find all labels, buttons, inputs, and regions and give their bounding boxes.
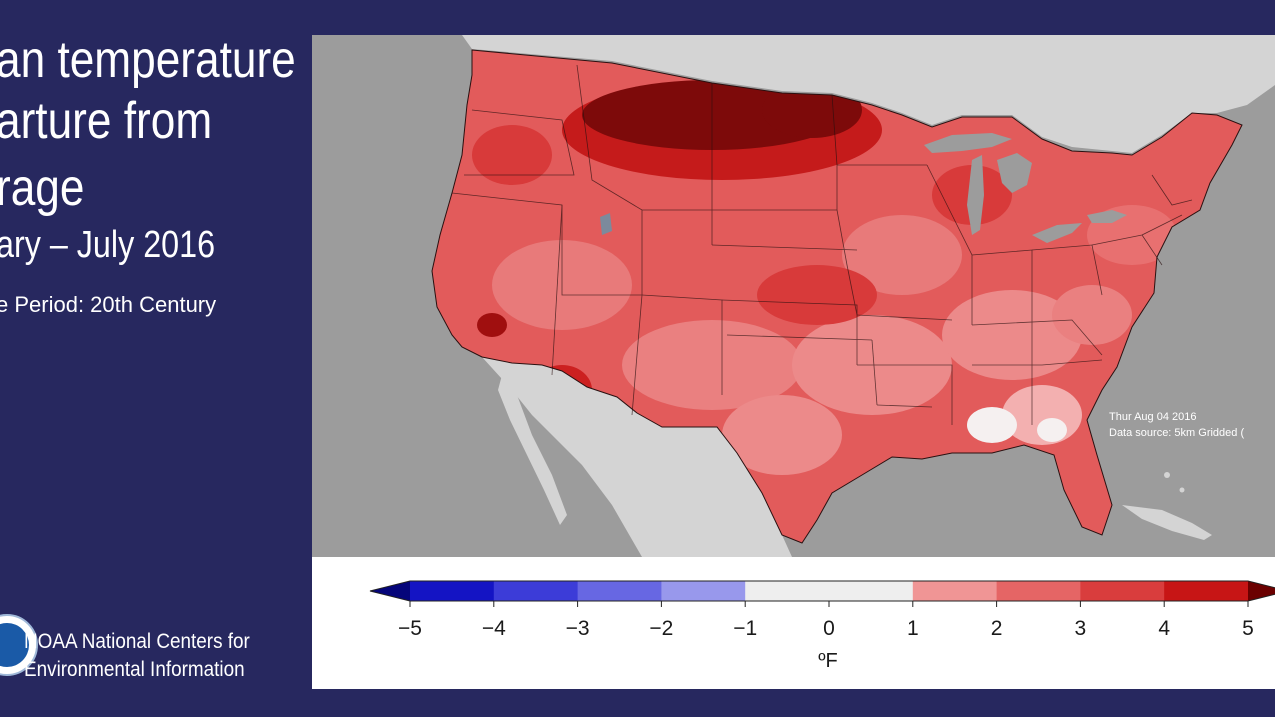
legend-tick-label: 1 — [906, 617, 919, 640]
legend-arrow-low — [370, 581, 410, 601]
legend-tick-label: −5 — [398, 617, 422, 640]
legend-tick-label: 5 — [1242, 617, 1254, 640]
legend-bin — [1164, 581, 1249, 601]
legend-bin — [996, 581, 1081, 601]
legend-bin — [661, 581, 746, 601]
legend-colorbar — [369, 580, 1275, 607]
legend-tick-label: 0 — [823, 617, 835, 640]
legend-tick-label: −3 — [565, 617, 590, 640]
org-name-line-2: Environmental Information — [24, 658, 245, 681]
legend-bin — [912, 581, 998, 601]
org-name-line-1: NOAA National Centers for — [24, 630, 250, 653]
legend-bin — [829, 581, 914, 601]
legend-bin — [1080, 581, 1165, 601]
legend-arrow-high — [1248, 581, 1275, 601]
legend-tick-label: 4 — [1158, 617, 1171, 640]
legend-bin — [493, 581, 579, 601]
temperature-map: Thur Aug 04 2016 Data source: 5km Gridde… — [312, 35, 1275, 557]
legend-tick-label: −1 — [733, 617, 758, 640]
color-legend: −5 −4 −3 −2 −1 0 1 2 3 4 5 ºF — [312, 557, 1275, 689]
legend-tick-label: 2 — [990, 617, 1003, 640]
map-title-line-1: an temperature — [0, 31, 296, 89]
legend-unit-label: ºF — [818, 650, 838, 672]
legend-bin — [745, 581, 830, 601]
title-panel: an temperature arture from rage ary – Ju… — [0, 0, 312, 717]
legend-tick-label: −2 — [649, 617, 674, 640]
map-title-line-3: rage — [0, 159, 85, 217]
legend-bin — [410, 581, 495, 601]
map-source-note: Data source: 5km Gridded ( — [1109, 427, 1245, 439]
map-date-note: Thur Aug 04 2016 — [1109, 411, 1197, 423]
map-graphic — [431, 35, 1275, 557]
map-period: ary – July 2016 — [0, 224, 216, 266]
legend-tick-label: 3 — [1074, 617, 1087, 640]
base-period: e Period: 20th Century — [0, 292, 217, 317]
legend-bin — [577, 581, 662, 601]
map-title-line-2: arture from — [0, 92, 213, 150]
legend-tick-label: −4 — [481, 617, 506, 640]
